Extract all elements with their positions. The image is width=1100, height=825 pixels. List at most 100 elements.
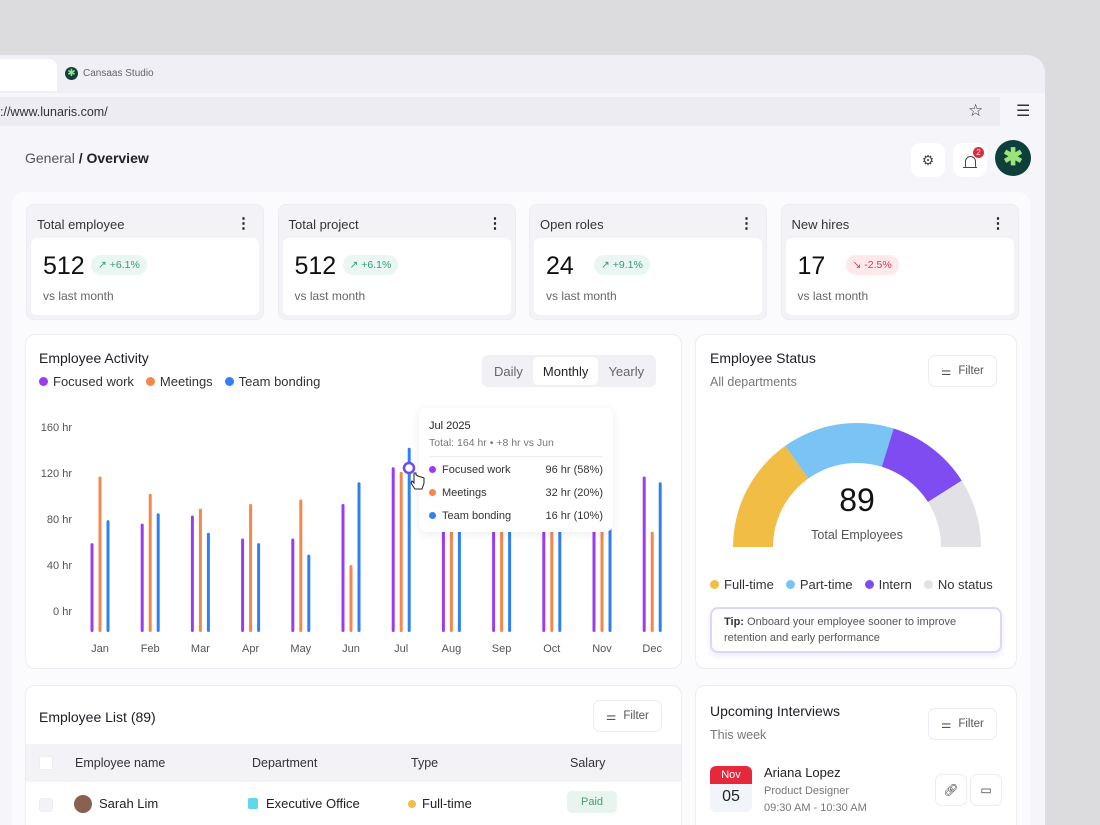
kpi-change-badge: ↗ +6.1% xyxy=(342,255,399,275)
x-tick-label: Apr xyxy=(242,643,259,655)
column-salary[interactable]: Salary xyxy=(570,756,606,770)
bar-team-bonding-may[interactable] xyxy=(307,554,311,632)
employee-filter-button[interactable]: ⚌ Filter xyxy=(593,700,662,732)
bar-team-bonding-dec[interactable] xyxy=(658,482,662,632)
copy-link-button[interactable]: 🔗︎ xyxy=(935,774,967,806)
status-legend: Full-time Part-time Intern No status xyxy=(710,577,993,592)
tab-blank[interactable] xyxy=(0,59,57,91)
employee-type: Full-time xyxy=(422,796,472,811)
kpi-value: 512 xyxy=(43,252,85,280)
bar-meetings-mar[interactable] xyxy=(198,508,202,632)
gauge-segment-part-time[interactable] xyxy=(785,423,894,479)
employee-name: Sarah Lim xyxy=(99,796,159,811)
tooltip-title: Jul 2025 xyxy=(429,420,471,432)
column-type[interactable]: Type xyxy=(411,756,439,770)
column-employee-name[interactable]: Employee name xyxy=(75,756,166,770)
more-options-icon[interactable]: ⋮ xyxy=(739,215,754,232)
status-gauge xyxy=(733,423,981,547)
bar-team-bonding-feb[interactable] xyxy=(156,513,160,632)
bar-meetings-jun[interactable] xyxy=(349,565,353,632)
bar-focused-work-may[interactable] xyxy=(291,538,295,632)
bar-meetings-nov[interactable] xyxy=(600,519,604,632)
bar-meetings-aug[interactable] xyxy=(449,519,453,632)
period-monthly[interactable]: Monthly xyxy=(532,357,599,385)
bar-team-bonding-nov[interactable] xyxy=(608,519,612,632)
tab-cansaas[interactable]: ✱ Cansaas Studio xyxy=(65,67,154,80)
bar-focused-work-jun[interactable] xyxy=(341,504,345,632)
bar-team-bonding-jul[interactable] xyxy=(407,447,411,632)
kpi-subtitle: vs last month xyxy=(546,289,617,303)
x-tick-label: Jan xyxy=(91,643,109,655)
gauge-segment-full-time[interactable] xyxy=(733,445,809,547)
bar-meetings-jul[interactable] xyxy=(399,471,403,632)
sliders-icon: ⚌ xyxy=(941,719,952,731)
bar-focused-work-apr[interactable] xyxy=(241,538,245,632)
column-department[interactable]: Department xyxy=(252,756,318,770)
panel-subtitle: All departments xyxy=(710,375,797,389)
bar-team-bonding-sep[interactable] xyxy=(508,519,512,632)
status-filter-button[interactable]: ⚌ Filter xyxy=(928,355,997,387)
bar-meetings-jan[interactable] xyxy=(98,476,102,632)
x-tick-label: Nov xyxy=(592,643,612,655)
more-options-icon[interactable]: ⋮ xyxy=(487,215,503,232)
more-options-icon[interactable]: ⋮ xyxy=(236,215,251,232)
bar-meetings-sep[interactable] xyxy=(500,519,504,632)
bar-meetings-may[interactable] xyxy=(299,499,303,632)
address-bar[interactable]: ://www.lunaris.com/ xyxy=(0,97,1000,126)
kpi-subtitle: vs last month xyxy=(294,289,366,303)
tip-box: Tip: Onboard your employee sooner to imp… xyxy=(710,607,1002,653)
bar-focused-work-sep[interactable] xyxy=(492,519,496,632)
bar-team-bonding-jun[interactable] xyxy=(357,482,361,632)
y-tick-label: 160 hr xyxy=(41,422,73,434)
video-camera-icon: ▭ xyxy=(980,783,992,797)
interview-time: 09:30 AM - 10:30 AM xyxy=(764,802,867,814)
kpi-title: New hires xyxy=(791,217,850,232)
legend-item: No status xyxy=(923,577,993,592)
period-yearly[interactable]: Yearly xyxy=(608,364,645,379)
bar-team-bonding-jan[interactable] xyxy=(106,520,110,632)
bar-focused-work-nov[interactable] xyxy=(592,519,596,632)
video-call-button[interactable]: ▭ xyxy=(970,774,1002,806)
bar-meetings-dec[interactable] xyxy=(650,531,654,632)
period-daily[interactable]: Daily xyxy=(494,364,523,379)
menu-icon[interactable]: ☰ xyxy=(1016,103,1031,120)
calendar-date-icon: Nov 05 xyxy=(710,766,752,812)
breadcrumb-general[interactable]: General xyxy=(25,150,75,166)
avatar xyxy=(74,795,92,813)
panel-subtitle: This week xyxy=(710,728,767,742)
table-row[interactable]: Sarah Lim Executive Office Full-time Pai… xyxy=(26,784,681,824)
x-tick-label: Mar xyxy=(191,643,210,655)
bar-meetings-apr[interactable] xyxy=(249,504,253,632)
select-all-checkbox[interactable] xyxy=(39,756,53,770)
bar-meetings-oct[interactable] xyxy=(550,519,554,632)
kpi-change-badge: ↗ +9.1% xyxy=(594,255,650,275)
tab-bar: ✱ Cansaas Studio xyxy=(0,55,1045,93)
trend-down-icon: ↘ xyxy=(852,259,862,271)
notifications-button[interactable]: 2 xyxy=(953,143,987,177)
bar-team-bonding-oct[interactable] xyxy=(558,519,562,632)
interview-filter-button[interactable]: ⚌ Filter xyxy=(928,708,997,740)
more-options-icon[interactable]: ⋮ xyxy=(990,215,1006,232)
settings-button[interactable]: ⚙ xyxy=(911,143,945,177)
bar-team-bonding-mar[interactable] xyxy=(206,532,210,632)
bar-team-bonding-apr[interactable] xyxy=(257,543,261,632)
y-tick-label: 120 hr xyxy=(41,468,73,480)
gauge-segment-intern[interactable] xyxy=(881,428,962,503)
bar-focused-work-mar[interactable] xyxy=(190,515,194,632)
bar-focused-work-feb[interactable] xyxy=(140,523,144,632)
bar-focused-work-oct[interactable] xyxy=(542,519,546,632)
bar-team-bonding-aug[interactable] xyxy=(457,519,461,632)
row-checkbox[interactable] xyxy=(39,798,53,812)
avatar[interactable]: ✱ xyxy=(995,140,1031,176)
salary-status-badge: Paid xyxy=(567,791,618,813)
cursor-hand-icon xyxy=(402,461,425,490)
bar-meetings-feb[interactable] xyxy=(148,493,152,632)
bar-focused-work-dec[interactable] xyxy=(642,476,646,632)
bar-focused-work-aug[interactable] xyxy=(441,519,445,632)
sliders-icon: ⚌ xyxy=(941,366,952,378)
bar-focused-work-jul[interactable] xyxy=(391,467,395,632)
bookmark-star-icon[interactable]: ☆ xyxy=(968,101,984,120)
gauge-segment-no-status[interactable] xyxy=(927,480,981,547)
period-toggle: Daily Monthly Yearly xyxy=(482,355,657,387)
bar-focused-work-jan[interactable] xyxy=(90,543,94,632)
